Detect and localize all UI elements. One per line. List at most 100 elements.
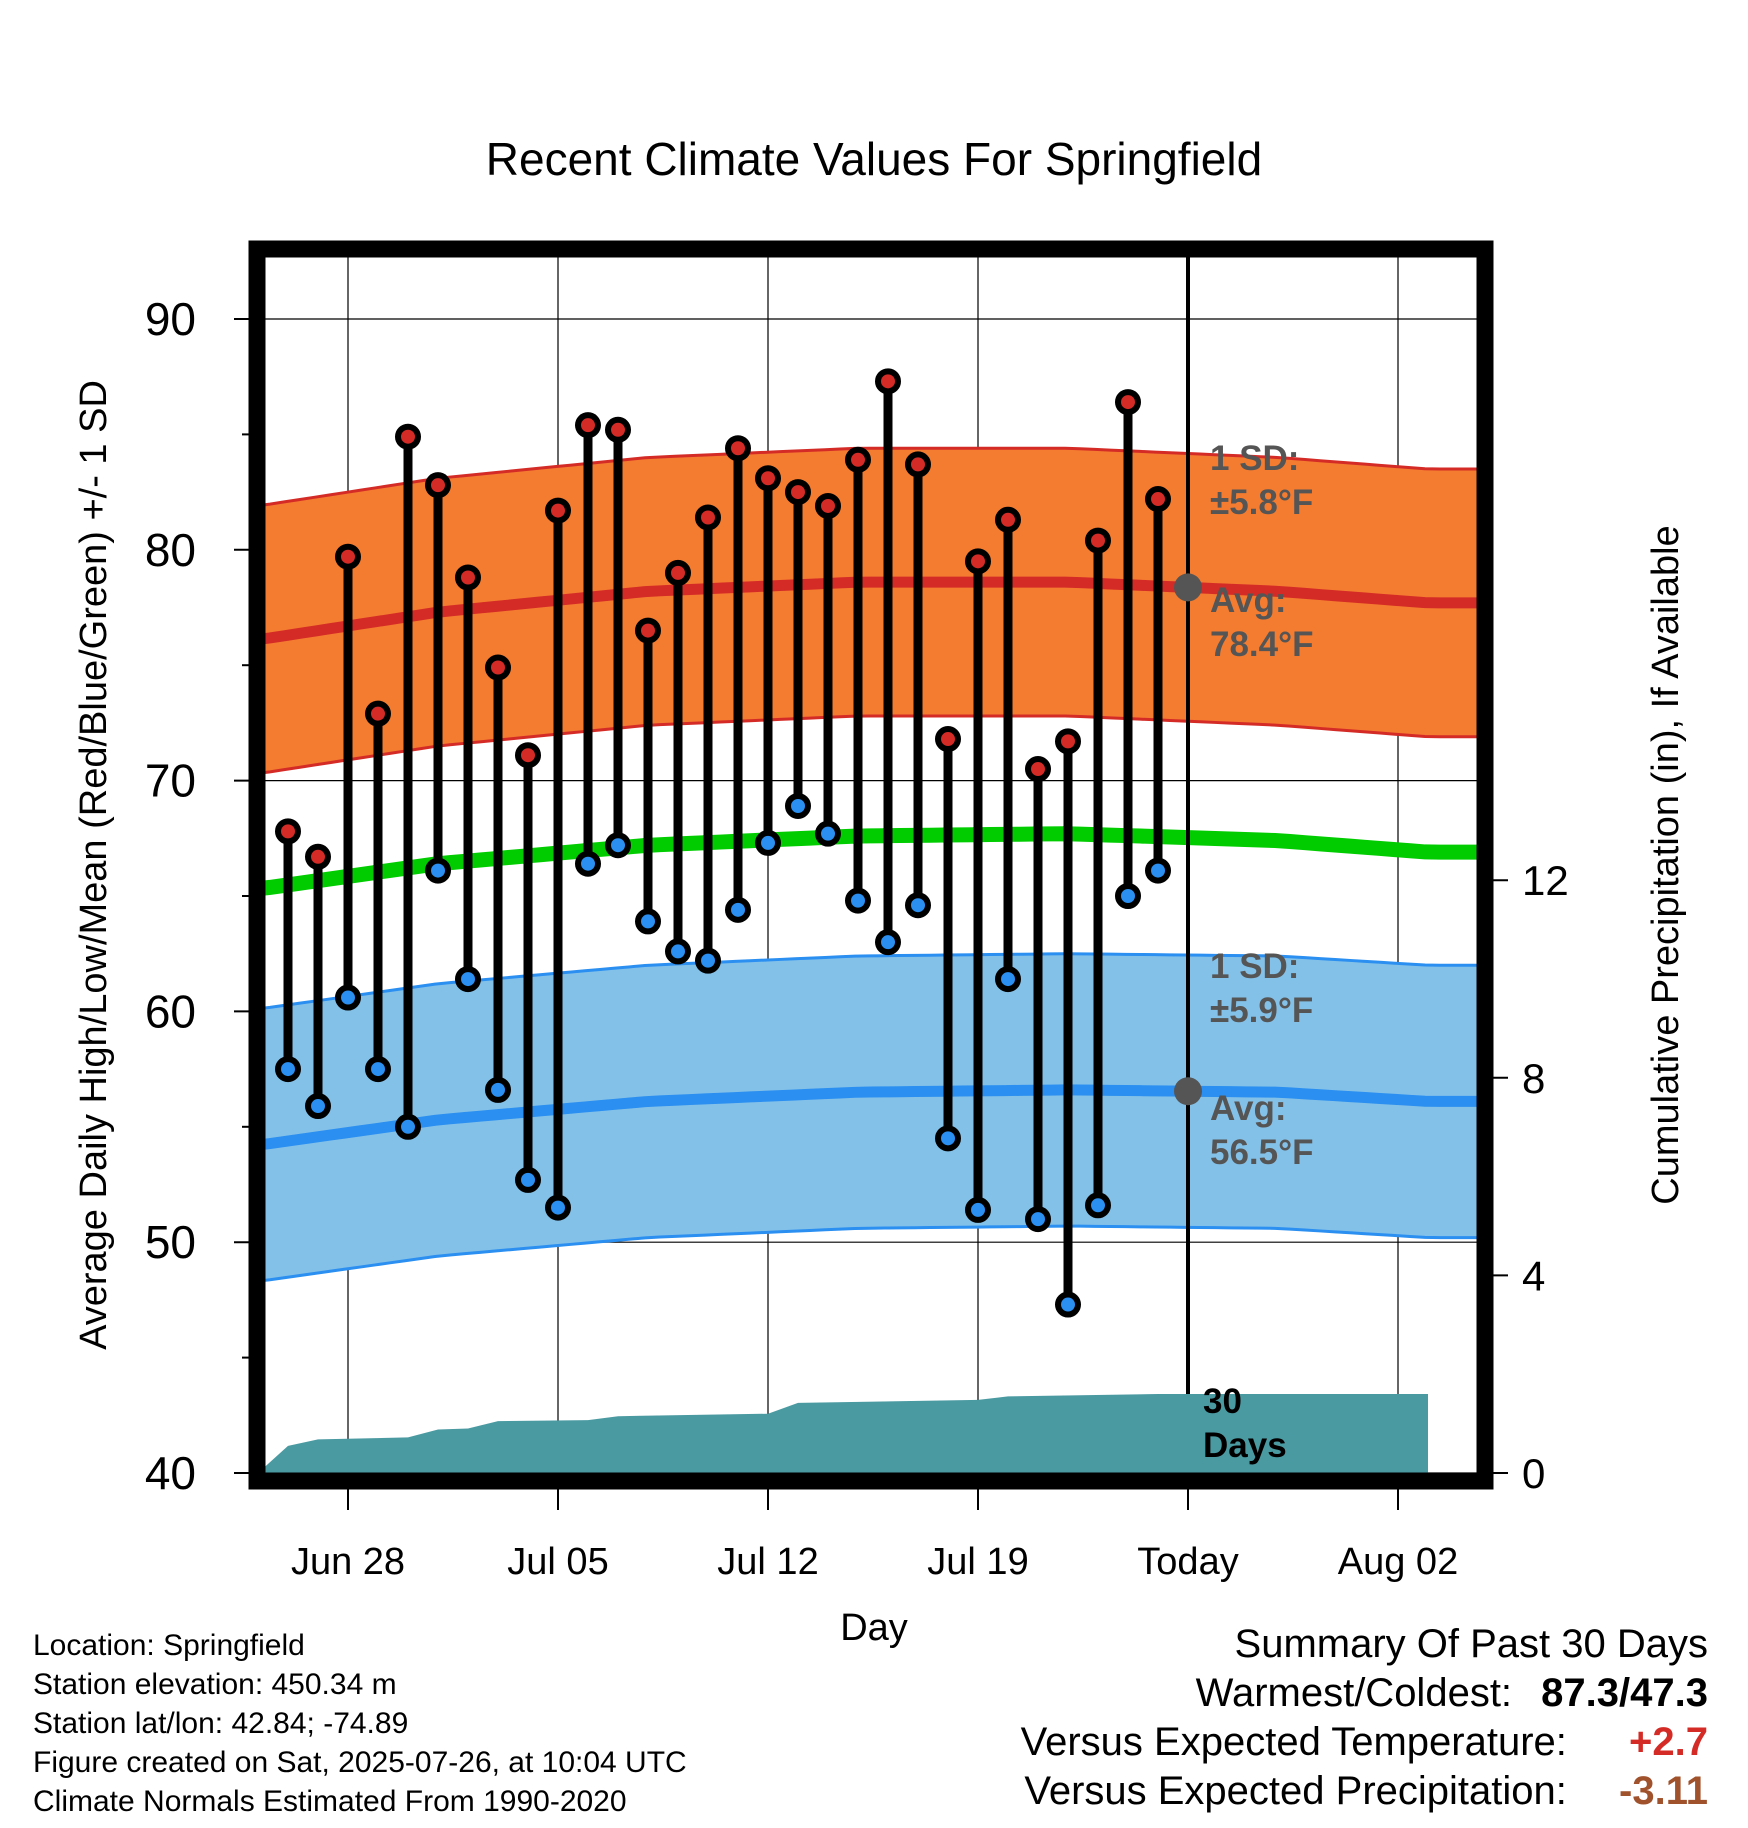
summary-precip: Versus Expected Precipitation: -3.11 bbox=[1021, 1767, 1708, 1816]
elevation-text: Station elevation: 450.34 m bbox=[33, 1668, 397, 1701]
x-tick-label: Jul 19 bbox=[927, 1541, 1028, 1583]
high-point bbox=[305, 843, 331, 870]
low-point bbox=[455, 966, 481, 993]
low-point bbox=[755, 829, 781, 856]
low-point bbox=[965, 1196, 991, 1223]
low-point bbox=[635, 908, 661, 935]
high-point bbox=[665, 559, 691, 586]
low-avg-line bbox=[257, 1084, 1485, 1151]
high-point bbox=[965, 548, 991, 575]
y-tick-label: 40 bbox=[145, 1447, 196, 1499]
high-point bbox=[455, 564, 481, 591]
high-sd-band-lower-edge bbox=[257, 714, 1485, 775]
low-point bbox=[725, 896, 751, 923]
warm-cold-label: Warmest/Coldest: bbox=[1195, 1671, 1513, 1715]
low-point bbox=[995, 966, 1021, 993]
low-sd-label: 1 SD: bbox=[1210, 947, 1299, 986]
x-tick-label: Aug 02 bbox=[1338, 1541, 1458, 1583]
y-tick-label: 60 bbox=[145, 985, 196, 1037]
high-point bbox=[695, 504, 721, 531]
high-point bbox=[485, 654, 511, 681]
today-high-avg-marker bbox=[1174, 573, 1202, 602]
low-point bbox=[485, 1076, 511, 1103]
high-point bbox=[635, 617, 661, 644]
low-point bbox=[695, 947, 721, 974]
summary-temp: Versus Expected Temperature: +2.7 bbox=[1021, 1718, 1708, 1767]
low-sd-value: ±5.9°F bbox=[1210, 991, 1313, 1030]
y2-tick-label: 4 bbox=[1522, 1252, 1545, 1299]
high-point bbox=[605, 416, 631, 443]
created-text: Figure created on Sat, 2025-07-26, at 10… bbox=[33, 1746, 687, 1779]
summary-title: Summary Of Past 30 Days bbox=[1234, 1622, 1708, 1666]
high-point bbox=[905, 451, 931, 478]
high-point bbox=[785, 479, 811, 506]
high-sd-label: 1 SD: bbox=[1210, 439, 1299, 478]
precip-value: -3.11 bbox=[1619, 1769, 1708, 1813]
temp-label: Versus Expected Temperature: bbox=[1020, 1720, 1567, 1764]
precip-label: Versus Expected Precipitation: bbox=[1024, 1769, 1567, 1813]
y2-axis-label: Cumulative Precipitation (in), If Availa… bbox=[1645, 525, 1687, 1204]
temp-value: +2.7 bbox=[1629, 1720, 1708, 1764]
high-point bbox=[1025, 756, 1051, 783]
plot-frame bbox=[248, 240, 1494, 1490]
axes: 40 50 60 70 80 90 0 4 8 12 Jun 28 Jul 05 Jul 12 Jul 1… bbox=[145, 293, 1569, 1583]
low-point bbox=[425, 857, 451, 884]
low-point bbox=[275, 1056, 301, 1083]
low-point bbox=[845, 887, 871, 914]
x-tick-label: Jul 05 bbox=[507, 1541, 608, 1583]
low-point bbox=[785, 792, 811, 819]
low-point bbox=[545, 1194, 571, 1221]
y-tick-label: 80 bbox=[145, 524, 196, 576]
low-point bbox=[1085, 1192, 1111, 1219]
x-tick-label: Today bbox=[1137, 1541, 1238, 1583]
high-avg-label: Avg: bbox=[1210, 581, 1286, 620]
high-point bbox=[545, 497, 571, 524]
summary-warm-cold: Warmest/Coldest: 87.3/47.3 bbox=[1021, 1669, 1708, 1718]
precip-fill bbox=[258, 1393, 1428, 1473]
high-point bbox=[365, 700, 391, 727]
high-point bbox=[575, 412, 601, 439]
low-point bbox=[665, 938, 691, 965]
high-point bbox=[395, 423, 421, 450]
station-info: Location: Springfield Station elevation:… bbox=[33, 1626, 687, 1821]
low-sd-band-lower-edge bbox=[257, 1224, 1485, 1283]
daily-dots bbox=[275, 368, 1171, 1318]
low-point bbox=[1025, 1206, 1051, 1233]
x-tick-label: Jun 28 bbox=[291, 1541, 405, 1583]
low-point bbox=[335, 984, 361, 1011]
high-point bbox=[425, 472, 451, 499]
summary-panel: Summary Of Past 30 Days Warmest/Coldest:… bbox=[1021, 1620, 1708, 1816]
high-point bbox=[1055, 728, 1081, 755]
low-point bbox=[515, 1166, 541, 1193]
high-avg-line bbox=[257, 576, 1485, 646]
normals-text: Climate Normals Estimated From 1990-2020 bbox=[33, 1785, 627, 1818]
low-point bbox=[815, 820, 841, 847]
low-point bbox=[875, 929, 901, 956]
high-point bbox=[335, 543, 361, 570]
x-tick-label: Jul 12 bbox=[717, 1541, 818, 1583]
location-text: Location: Springfield bbox=[33, 1629, 305, 1662]
y-axis-label: Average Daily High/Low/Mean (Red/Blue/Gr… bbox=[73, 380, 115, 1350]
high-point bbox=[1145, 486, 1171, 513]
precip-area bbox=[258, 1393, 1428, 1473]
y2-tick-label: 8 bbox=[1522, 1055, 1545, 1102]
high-point bbox=[275, 818, 301, 845]
low-point bbox=[905, 892, 931, 919]
high-avg-value: 78.4°F bbox=[1210, 625, 1314, 664]
days-count: 30 bbox=[1203, 1382, 1242, 1421]
low-avg-value: 56.5°F bbox=[1210, 1133, 1314, 1172]
high-point bbox=[845, 446, 871, 473]
high-point bbox=[725, 435, 751, 462]
high-point bbox=[815, 492, 841, 519]
y-tick-label: 70 bbox=[145, 755, 196, 807]
low-point bbox=[365, 1056, 391, 1083]
y2-tick-label: 12 bbox=[1522, 857, 1569, 904]
daily-stems bbox=[283, 381, 1163, 1305]
high-sd-band-upper-edge bbox=[257, 446, 1485, 508]
low-point bbox=[1055, 1291, 1081, 1318]
high-point bbox=[1115, 389, 1141, 416]
high-sd-value: ±5.8°F bbox=[1210, 483, 1313, 522]
high-point bbox=[755, 465, 781, 492]
high-point bbox=[875, 368, 901, 395]
